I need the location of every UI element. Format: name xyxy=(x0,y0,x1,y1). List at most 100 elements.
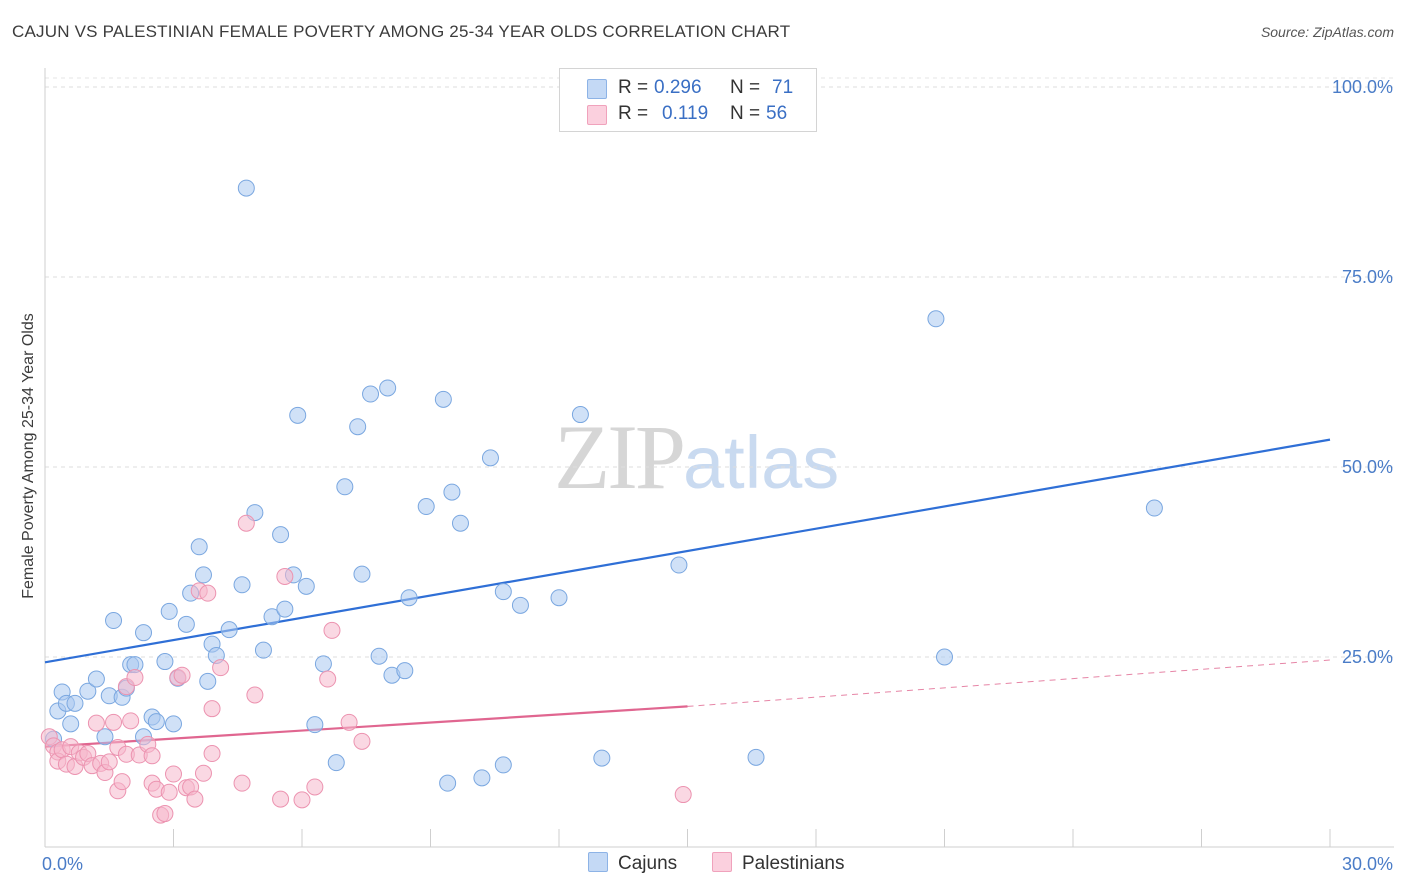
cajun-point xyxy=(336,478,354,496)
cajun-point xyxy=(306,716,324,734)
cajun-point xyxy=(353,565,371,583)
chart-source: Source: ZipAtlas.com xyxy=(1260,24,1394,40)
cajun-point xyxy=(156,653,174,671)
cajun-point xyxy=(494,583,512,601)
palestinian-point xyxy=(105,713,123,731)
cajun-point xyxy=(550,589,568,607)
palestinian-point xyxy=(203,745,221,763)
cajun-trend-line xyxy=(44,438,1331,664)
cajun-point xyxy=(593,749,611,767)
cajun-point xyxy=(263,608,281,626)
palestinian-trend-line-extension xyxy=(687,659,1331,707)
palestinian-point xyxy=(156,805,174,823)
cajun-point xyxy=(481,449,499,467)
palestinian-point xyxy=(293,791,311,809)
bottom-legend-cajuns: Cajuns xyxy=(588,852,677,875)
palestinian-point xyxy=(340,713,358,731)
watermark-atlas: atlas xyxy=(683,421,840,504)
palestinian-point xyxy=(113,773,131,791)
palestinian-point xyxy=(272,790,290,808)
palestinian-point xyxy=(165,765,182,783)
cajun-point xyxy=(439,774,457,792)
cajun-point xyxy=(670,556,688,574)
x-tick-label: 0.0% xyxy=(42,854,83,874)
tick-labels: 25.0% 50.0% 75.0% 100.0% 0.0% 30.0% xyxy=(42,77,1393,874)
cajun-point xyxy=(289,406,307,424)
cajun-point xyxy=(79,682,97,700)
gridlines xyxy=(45,77,1394,658)
palestinian-point xyxy=(306,778,324,796)
cajun-point xyxy=(511,596,529,614)
cajun-point xyxy=(190,538,208,556)
cajun-point xyxy=(434,390,452,408)
cajun-point xyxy=(297,577,315,595)
cajun-point xyxy=(494,756,512,774)
palestinian-point xyxy=(160,783,178,801)
legend-r-label: R = xyxy=(618,77,649,98)
bottom-legend-label-cajuns: Cajuns xyxy=(618,853,678,874)
legend-n-value: 71 xyxy=(772,77,794,98)
cajun-point xyxy=(272,526,290,544)
palestinian-point xyxy=(246,686,264,704)
bottom-legend-swatch-cajuns xyxy=(588,852,608,872)
cajun-point xyxy=(473,769,491,787)
legend-r-label: R = xyxy=(618,103,649,124)
legend-n-value: 56 xyxy=(766,103,788,124)
cajun-point xyxy=(220,621,238,639)
palestinian-point xyxy=(173,666,191,684)
y-tick-label: 100.0% xyxy=(1332,77,1393,97)
cajun-point xyxy=(314,655,332,673)
bottom-legend-palestinians: Palestinians xyxy=(712,852,844,875)
cajun-point xyxy=(233,576,251,594)
cajun-point xyxy=(165,715,182,733)
y-tick-label: 50.0% xyxy=(1342,457,1393,477)
palestinian-point xyxy=(323,621,341,639)
palestinian-point xyxy=(186,790,204,808)
palestinian-point xyxy=(674,786,692,804)
palestinian-point xyxy=(276,567,294,585)
cajun-point xyxy=(199,672,217,690)
legend-n-label: N = xyxy=(730,103,761,124)
cajun-point xyxy=(254,641,272,659)
legend-r-value: 0.296 xyxy=(654,77,702,98)
cajun-point xyxy=(927,310,945,328)
palestinian-point xyxy=(122,712,140,730)
bottom-legend-swatch-palestinians xyxy=(712,852,732,872)
cajun-point xyxy=(362,385,380,403)
cajun-point xyxy=(327,754,345,772)
cajun-point xyxy=(349,418,367,436)
legend-swatch-cajuns xyxy=(587,79,607,99)
x-tick-label: 30.0% xyxy=(1342,854,1393,874)
axes xyxy=(44,68,1394,848)
legend-swatch-palestinians xyxy=(587,105,607,125)
cajun-point xyxy=(87,670,105,688)
cajun-point xyxy=(747,748,765,766)
cajun-point xyxy=(451,514,469,532)
data-points xyxy=(40,179,1163,824)
watermark: ZIPatlas xyxy=(554,404,839,510)
cajun-point xyxy=(936,648,953,666)
palestinian-point xyxy=(100,753,118,771)
cajun-point xyxy=(571,406,589,424)
cajun-point xyxy=(96,728,114,746)
cajun-point xyxy=(237,179,255,197)
cajun-point xyxy=(194,566,212,584)
cajun-point xyxy=(105,612,123,630)
cajun-point xyxy=(370,647,388,665)
cajun-point xyxy=(396,662,414,680)
cajun-point xyxy=(379,379,397,397)
cajun-point xyxy=(135,624,153,642)
cajun-point xyxy=(66,694,84,712)
cajun-point xyxy=(62,715,80,733)
cajun-point xyxy=(443,483,461,501)
y-tick-label: 25.0% xyxy=(1342,647,1393,667)
chart-title: CAJUN VS PALESTINIAN FEMALE POVERTY AMON… xyxy=(12,22,791,41)
cajun-point xyxy=(160,602,178,620)
trend-lines xyxy=(44,438,1331,748)
legend-n-label: N = xyxy=(730,77,761,98)
palestinian-point xyxy=(87,714,105,732)
y-tick-label: 75.0% xyxy=(1342,267,1393,287)
cajun-point xyxy=(276,600,294,618)
palestinian-point xyxy=(212,659,230,677)
